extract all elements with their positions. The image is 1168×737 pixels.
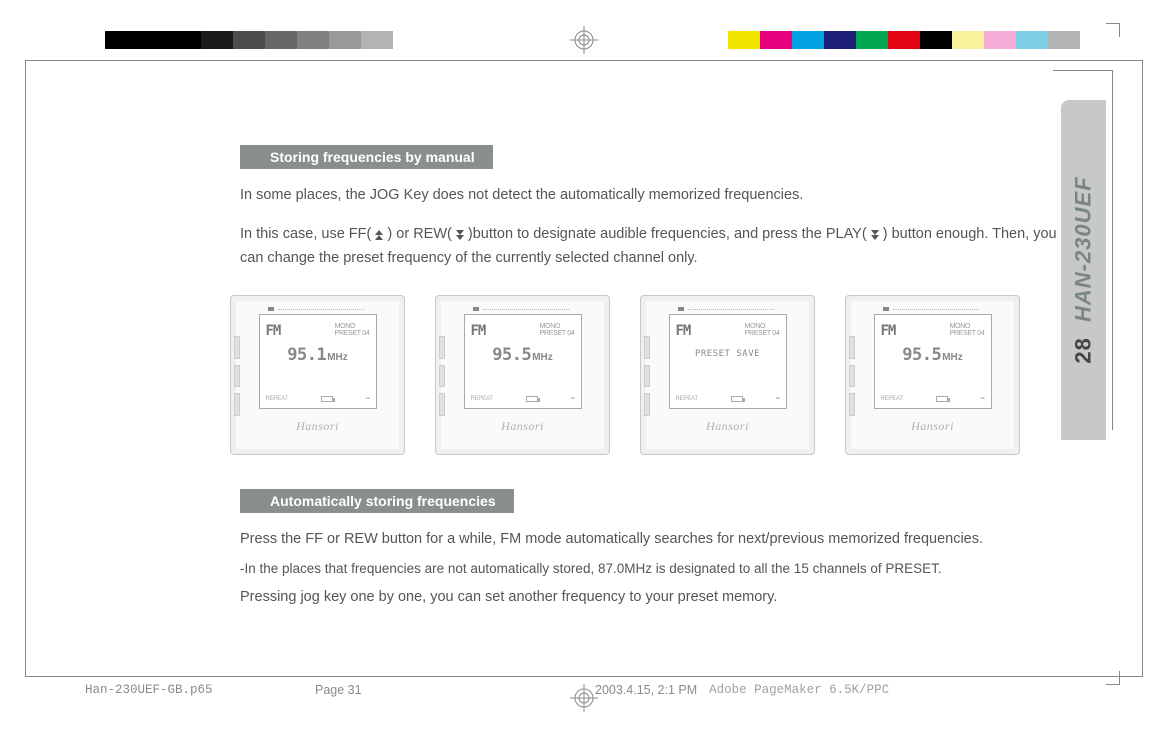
crop-tick-tr bbox=[1106, 23, 1120, 37]
screen-footer-text: REPEAT bbox=[471, 396, 493, 402]
battery-icon bbox=[731, 396, 743, 402]
swatch bbox=[952, 31, 984, 49]
device-row: FM MONOPRESET 04 95.1MHz REPEAT ▪▪ Hansori FM M… bbox=[230, 295, 1060, 455]
content-area: Storing frequencies by manual In some pl… bbox=[240, 145, 1060, 609]
registration-mark-top bbox=[570, 26, 598, 54]
crop-line-right bbox=[1112, 70, 1113, 430]
swatch bbox=[233, 31, 265, 49]
swatch bbox=[824, 31, 856, 49]
side-tab-page-number: 28 bbox=[1071, 337, 1096, 363]
screen-fm-label: FM bbox=[266, 323, 281, 339]
side-tab: 28 HAN-230UEF bbox=[1061, 100, 1106, 440]
swatch bbox=[760, 31, 792, 49]
section-heading-manual: Storing frequencies by manual bbox=[240, 145, 493, 169]
device-side-notch bbox=[644, 336, 650, 416]
screen-preset-label: MONOPRESET 04 bbox=[335, 323, 370, 338]
swatch bbox=[1048, 31, 1080, 49]
section-heading-auto: Automatically storing frequencies bbox=[240, 489, 514, 513]
device-screen: FM MONOPRESET 04 95.5MHz REPEAT ▪▪ bbox=[874, 314, 992, 409]
screen-save-text: PRESET SAVE bbox=[676, 349, 780, 359]
swatch bbox=[984, 31, 1016, 49]
swatch bbox=[728, 31, 760, 49]
swatch bbox=[137, 31, 169, 49]
screen-preset-label: MONOPRESET 04 bbox=[950, 323, 985, 338]
footer: Han-230UEF-GB.p65 Page 31 2003.4.15, 2:1… bbox=[85, 683, 1083, 697]
swatch bbox=[792, 31, 824, 49]
section2-p3: Pressing jog key one by one, you can set… bbox=[240, 585, 1060, 610]
device-mockup: FM MONOPRESET 04 95.1MHz REPEAT ▪▪ Hansori bbox=[230, 295, 405, 455]
footer-page: Page 31 bbox=[315, 683, 515, 697]
side-tab-model: HAN-230UEF bbox=[1071, 176, 1096, 322]
device-brand: Hansori bbox=[911, 419, 954, 434]
swatch bbox=[105, 31, 137, 49]
swatch bbox=[361, 31, 393, 49]
device-mockup: FM MONOPRESET 04 PRESET SAVE REPEAT ▪▪ Hansor… bbox=[640, 295, 815, 455]
swatch bbox=[297, 31, 329, 49]
screen-fm-label: FM bbox=[676, 323, 691, 339]
section1-p2c: )button to designate audible frequencies… bbox=[464, 226, 871, 242]
device-side-notch bbox=[439, 336, 445, 416]
swatch bbox=[265, 31, 297, 49]
swatch bbox=[856, 31, 888, 49]
device-side-notch bbox=[849, 336, 855, 416]
crop-line-top bbox=[1053, 70, 1113, 71]
rew-icon bbox=[456, 230, 464, 240]
screen-fm-label: FM bbox=[881, 323, 896, 339]
screen-footer-icon: ▪▪ bbox=[571, 396, 575, 402]
screen-frequency: 95.5MHz bbox=[881, 345, 985, 365]
section2-p2: -In the places that frequencies are not … bbox=[240, 558, 1060, 581]
screen-footer-text: REPEAT bbox=[676, 396, 698, 402]
screen-preset-label: MONOPRESET 04 bbox=[540, 323, 575, 338]
screen-footer-text: REPEAT bbox=[881, 396, 903, 402]
swatch bbox=[393, 31, 425, 49]
swatch bbox=[888, 31, 920, 49]
section1-p2a: In this case, use FF( bbox=[240, 226, 375, 242]
crop-tick-br bbox=[1106, 671, 1120, 685]
ff-icon bbox=[375, 230, 383, 240]
section1-p2b: ) or REW( bbox=[383, 226, 456, 242]
screen-footer-icon: ▪▪ bbox=[776, 396, 780, 402]
device-screen: FM MONOPRESET 04 95.5MHz REPEAT ▪▪ bbox=[464, 314, 582, 409]
screen-footer-text: REPEAT bbox=[266, 396, 288, 402]
battery-icon bbox=[321, 396, 333, 402]
battery-icon bbox=[936, 396, 948, 402]
section2-p1: Press the FF or REW button for a while, … bbox=[240, 527, 1060, 552]
section1-p1: In some places, the JOG Key does not det… bbox=[240, 183, 1060, 208]
swatch bbox=[920, 31, 952, 49]
device-mockup: FM MONOPRESET 04 95.5MHz REPEAT ▪▪ Hansori bbox=[435, 295, 610, 455]
screen-frequency: 95.5MHz bbox=[471, 345, 575, 365]
screen-fm-label: FM bbox=[471, 323, 486, 339]
footer-datetime: 2003.4.15, 2:1 PM bbox=[595, 683, 697, 697]
device-brand: Hansori bbox=[296, 419, 339, 434]
section1-p2: In this case, use FF( ) or REW( )button … bbox=[240, 222, 1060, 271]
battery-icon bbox=[526, 396, 538, 402]
colorbar-grayscale bbox=[105, 31, 425, 49]
device-screen: FM MONOPRESET 04 PRESET SAVE REPEAT ▪▪ bbox=[669, 314, 787, 409]
screen-preset-label: MONOPRESET 04 bbox=[745, 323, 780, 338]
device-screen: FM MONOPRESET 04 95.1MHz REPEAT ▪▪ bbox=[259, 314, 377, 409]
swatch bbox=[329, 31, 361, 49]
colorbar-color bbox=[728, 31, 1080, 49]
play-icon bbox=[871, 230, 879, 240]
swatch bbox=[201, 31, 233, 49]
footer-app: Adobe PageMaker 6.5K/PPC bbox=[709, 683, 889, 697]
footer-filename: Han-230UEF-GB.p65 bbox=[85, 683, 315, 697]
device-mockup: FM MONOPRESET 04 95.5MHz REPEAT ▪▪ Hansori bbox=[845, 295, 1020, 455]
screen-footer-icon: ▪▪ bbox=[981, 396, 985, 402]
screen-footer-icon: ▪▪ bbox=[366, 396, 370, 402]
swatch bbox=[1016, 31, 1048, 49]
swatch bbox=[169, 31, 201, 49]
device-side-notch bbox=[234, 336, 240, 416]
device-brand: Hansori bbox=[501, 419, 544, 434]
screen-frequency: 95.1MHz bbox=[266, 345, 370, 365]
device-brand: Hansori bbox=[706, 419, 749, 434]
